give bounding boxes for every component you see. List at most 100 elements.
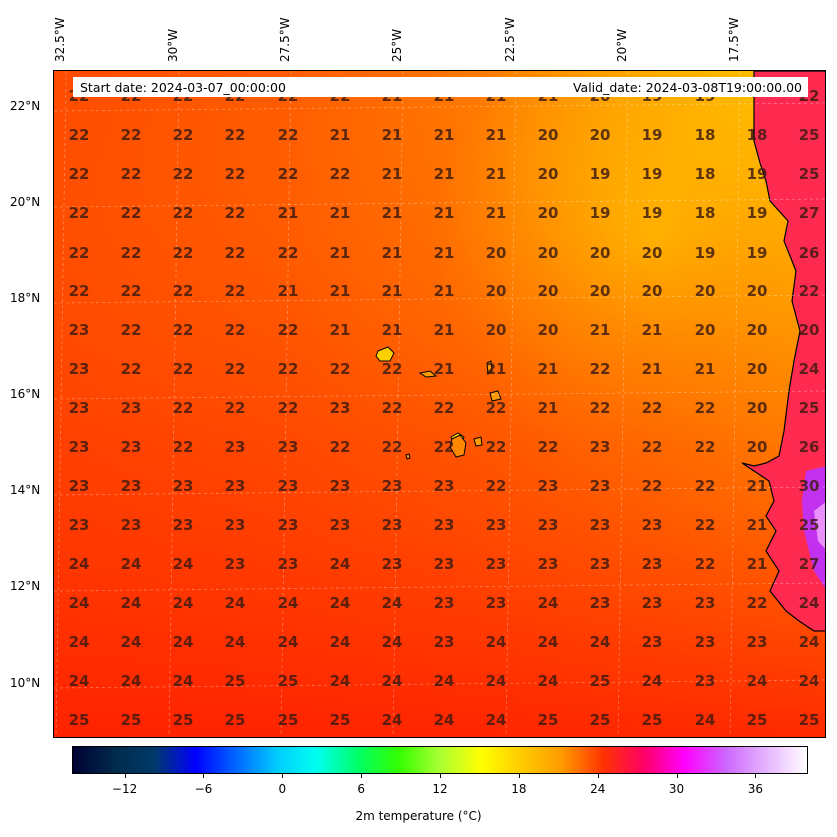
temperature-value: 22 bbox=[695, 399, 716, 417]
temperature-value: 21 bbox=[642, 321, 663, 339]
temperature-value: 24 bbox=[382, 672, 403, 690]
temperature-value: 27 bbox=[799, 555, 820, 573]
temperature-value: 20 bbox=[590, 126, 611, 144]
temperature-value: 19 bbox=[642, 126, 663, 144]
temperature-value: 22 bbox=[695, 516, 716, 534]
temperature-value: 23 bbox=[69, 399, 90, 417]
temperature-value: 21 bbox=[382, 126, 403, 144]
longitude-label: 27.5°W bbox=[278, 17, 292, 62]
temperature-value: 20 bbox=[747, 360, 768, 378]
temperature-value: 21 bbox=[486, 360, 507, 378]
longitude-label: 22.5°W bbox=[503, 17, 517, 62]
temperature-value: 23 bbox=[695, 633, 716, 651]
temperature-value: 25 bbox=[642, 711, 663, 729]
temperature-value: 23 bbox=[538, 477, 559, 495]
temperature-value: 24 bbox=[69, 555, 90, 573]
temperature-value: 24 bbox=[434, 711, 455, 729]
temperature-value: 22 bbox=[330, 360, 351, 378]
temperature-value: 23 bbox=[434, 516, 455, 534]
temperature-value: 21 bbox=[642, 360, 663, 378]
temperature-value: 22 bbox=[382, 360, 403, 378]
temperature-value: 24 bbox=[538, 672, 559, 690]
temperature-value: 22 bbox=[486, 438, 507, 456]
temperature-value: 18 bbox=[695, 204, 716, 222]
temperature-value: 22 bbox=[278, 244, 299, 262]
latitude-label: 20°N bbox=[10, 195, 41, 209]
temperature-value: 20 bbox=[486, 282, 507, 300]
temperature-value: 19 bbox=[747, 204, 768, 222]
island-sal bbox=[486, 360, 493, 375]
temperature-value: 23 bbox=[330, 399, 351, 417]
temperature-value: 24 bbox=[173, 633, 194, 651]
parallel-line bbox=[54, 294, 825, 304]
temperature-value: 22 bbox=[121, 244, 142, 262]
temperature-value: 23 bbox=[69, 360, 90, 378]
temperature-value: 24 bbox=[799, 633, 820, 651]
temperature-value: 22 bbox=[695, 477, 716, 495]
temperature-value: 22 bbox=[642, 399, 663, 417]
colorbar-tick-label: 18 bbox=[511, 782, 527, 796]
temperature-value: 24 bbox=[121, 633, 142, 651]
temperature-value: 20 bbox=[486, 321, 507, 339]
temperature-value: 23 bbox=[590, 477, 611, 495]
temperature-value: 23 bbox=[278, 516, 299, 534]
island-santo-antao bbox=[375, 346, 395, 362]
latitude-label: 12°N bbox=[10, 579, 41, 593]
temperature-value: 24 bbox=[486, 633, 507, 651]
temperature-value: 25 bbox=[69, 711, 90, 729]
temperature-value: 20 bbox=[747, 282, 768, 300]
temperature-value: 20 bbox=[538, 204, 559, 222]
temperature-value: 22 bbox=[695, 438, 716, 456]
temperature-value: 23 bbox=[69, 477, 90, 495]
temperature-value: 21 bbox=[434, 282, 455, 300]
temperature-value: 21 bbox=[695, 360, 716, 378]
temperature-value: 25 bbox=[590, 711, 611, 729]
colorbar-tick-label: 12 bbox=[432, 782, 448, 796]
temperature-value: 19 bbox=[695, 244, 716, 262]
temperature-value: 20 bbox=[538, 165, 559, 183]
temperature-value: 21 bbox=[382, 204, 403, 222]
temperature-value: 25 bbox=[747, 711, 768, 729]
temperature-value: 22 bbox=[434, 438, 455, 456]
temperature-value: 18 bbox=[695, 165, 716, 183]
temperature-value: 20 bbox=[642, 244, 663, 262]
colorbar-gradient bbox=[73, 747, 807, 773]
temperature-value: 23 bbox=[434, 594, 455, 612]
temperature-map: 22 22 22 22 22 22 21 21 21 21 20 19 19 22 22 22 22 22 22 21… bbox=[54, 71, 825, 737]
temperature-value-labels: 22 22 22 22 22 22 21 21 21 21 20 19 19 22 22 22 22 22 22 21… bbox=[69, 87, 820, 729]
temperature-value: 25 bbox=[278, 672, 299, 690]
temperature-value: 23 bbox=[69, 438, 90, 456]
temperature-value: 22 bbox=[173, 399, 194, 417]
temperature-value: 23 bbox=[225, 438, 246, 456]
temperature-value: 23 bbox=[225, 477, 246, 495]
temperature-value: 24 bbox=[538, 594, 559, 612]
temperature-value: 19 bbox=[747, 244, 768, 262]
temperature-value: 23 bbox=[69, 321, 90, 339]
latitude-label: 22°N bbox=[10, 99, 41, 113]
parallel-line bbox=[54, 198, 825, 208]
temperature-value: 25 bbox=[121, 711, 142, 729]
temperature-value: 24 bbox=[69, 672, 90, 690]
latitude-label: 10°N bbox=[10, 676, 41, 690]
longitude-label: 32.5°W bbox=[53, 17, 67, 62]
temperature-value: 24 bbox=[799, 672, 820, 690]
parallel-line bbox=[54, 390, 825, 400]
parallel-line bbox=[54, 486, 825, 496]
parallel-line bbox=[54, 582, 825, 592]
temperature-value: 24 bbox=[747, 672, 768, 690]
colorbar-tickmark bbox=[676, 774, 678, 778]
temperature-value: 23 bbox=[173, 477, 194, 495]
temperature-value: 23 bbox=[642, 516, 663, 534]
temperature-value: 22 bbox=[642, 438, 663, 456]
temperature-value: 24 bbox=[434, 672, 455, 690]
temperature-value: 25 bbox=[173, 711, 194, 729]
temperature-value: 23 bbox=[121, 477, 142, 495]
colorbar-tickmark bbox=[755, 774, 757, 778]
temperature-value: 20 bbox=[590, 282, 611, 300]
temperature-value: 22 bbox=[486, 399, 507, 417]
temperature-value: 22 bbox=[538, 438, 559, 456]
temperature-value: 20 bbox=[747, 438, 768, 456]
temperature-value: 24 bbox=[69, 594, 90, 612]
temperature-value: 27 bbox=[799, 204, 820, 222]
temperature-value: 21 bbox=[434, 360, 455, 378]
